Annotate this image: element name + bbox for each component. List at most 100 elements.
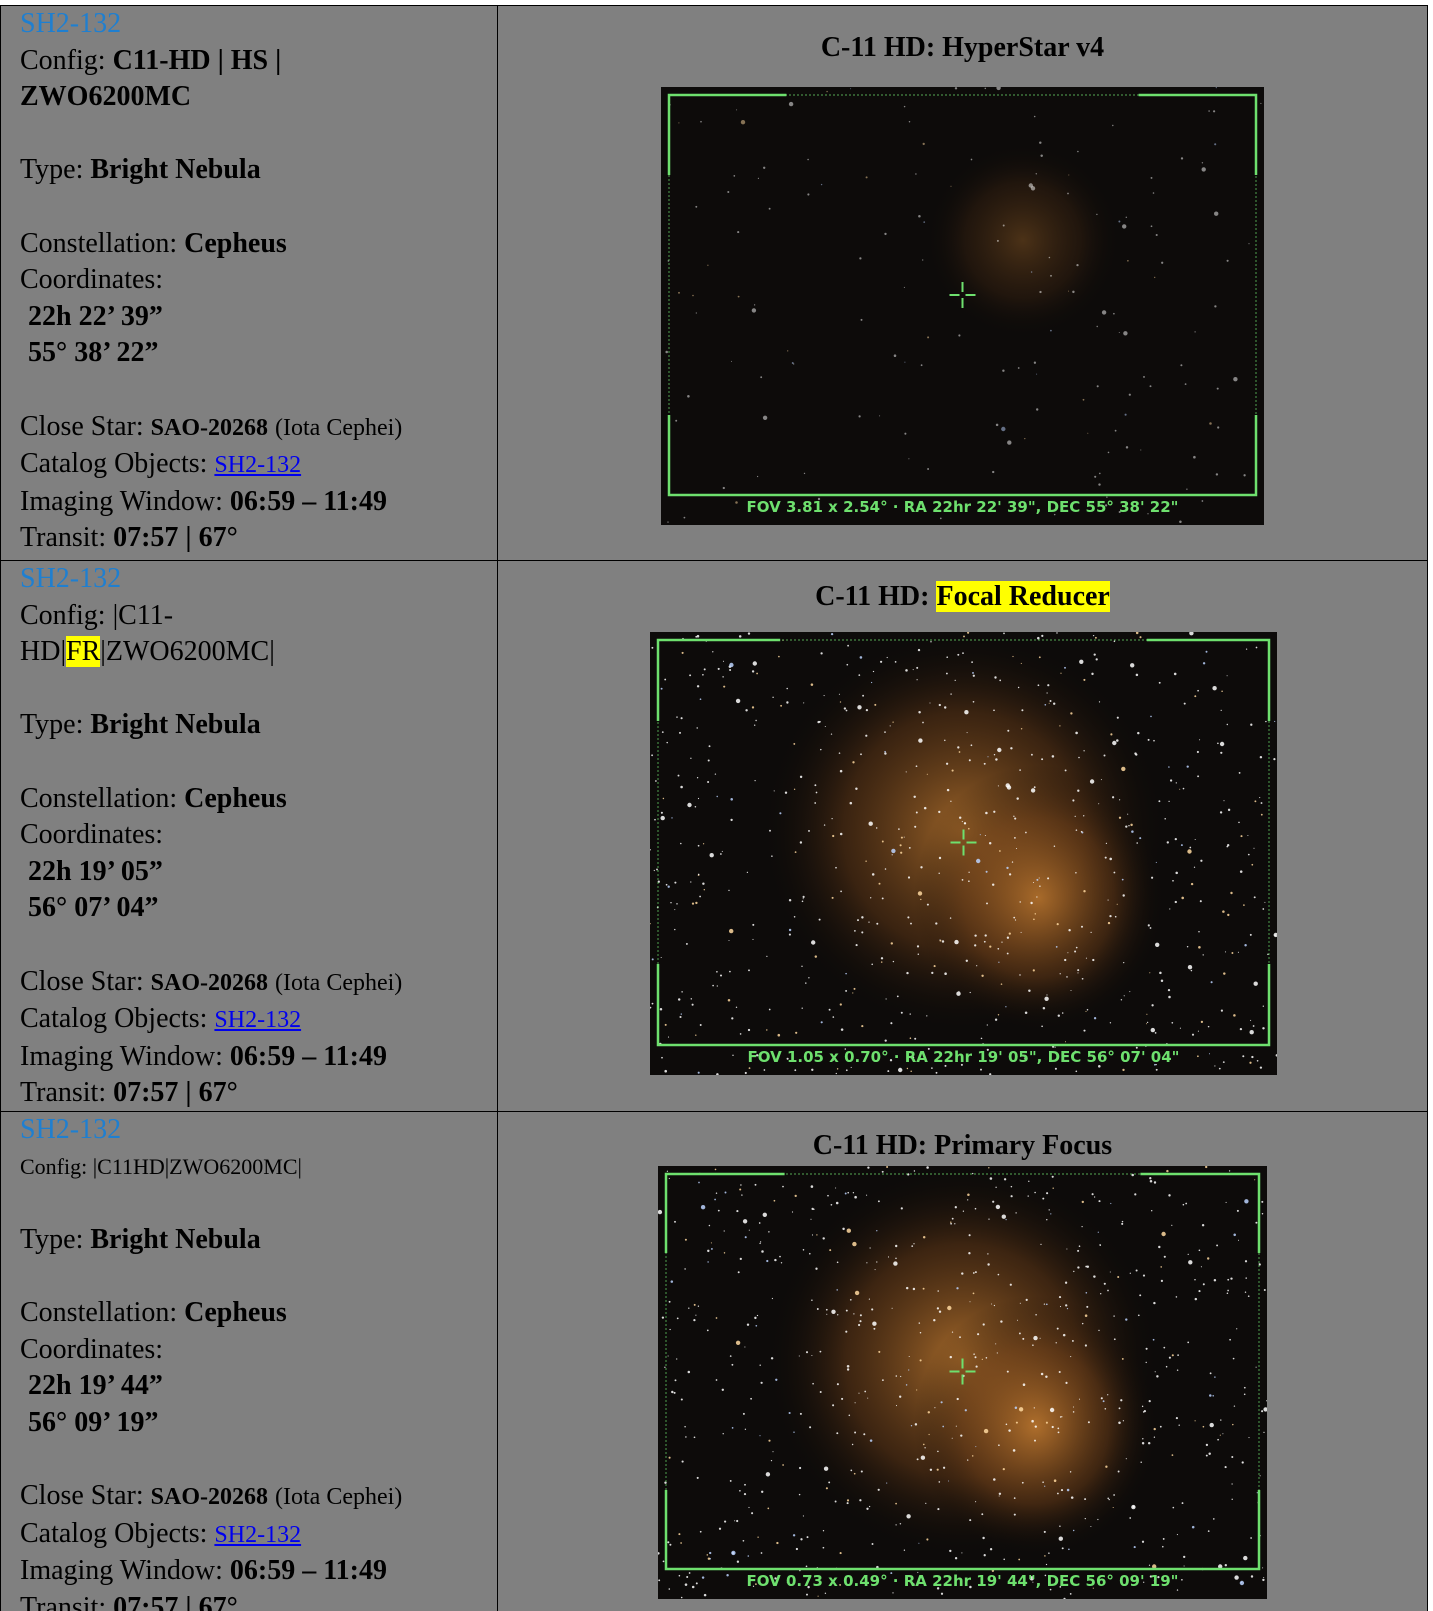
star — [1229, 1170, 1230, 1171]
star — [704, 889, 705, 890]
star — [1057, 1428, 1059, 1430]
star — [1174, 673, 1177, 676]
transit-line: Transit: 07:57 | 67° — [20, 1075, 497, 1112]
catalog-link[interactable]: SH2-132 — [214, 1522, 301, 1548]
star — [1044, 704, 1046, 706]
star — [1154, 1437, 1155, 1438]
star — [1209, 1394, 1212, 1397]
config-line: Config: |C11HD|ZWO6200MC| — [20, 1149, 497, 1186]
star — [1067, 952, 1068, 953]
star — [816, 1234, 817, 1235]
star — [866, 1508, 868, 1510]
star — [918, 738, 922, 742]
star — [660, 1008, 662, 1010]
star — [1077, 1250, 1079, 1252]
star — [749, 1067, 751, 1069]
star — [973, 1353, 975, 1355]
star — [1227, 724, 1228, 725]
star — [778, 656, 780, 658]
star — [895, 1245, 897, 1247]
star — [741, 120, 745, 124]
star — [1035, 1425, 1037, 1427]
star — [1227, 260, 1229, 262]
star — [1055, 1068, 1057, 1070]
star — [698, 1182, 700, 1184]
star — [1113, 1315, 1114, 1316]
star — [920, 899, 921, 900]
star — [1064, 959, 1066, 961]
star — [1203, 1426, 1205, 1428]
star — [689, 1572, 691, 1574]
star — [1148, 739, 1150, 741]
star — [1176, 1417, 1178, 1419]
star — [1104, 755, 1106, 757]
star — [1260, 1066, 1262, 1068]
star — [717, 985, 718, 986]
star — [1202, 162, 1203, 163]
catalog-link[interactable]: SH2-132 — [214, 1007, 301, 1033]
star — [974, 934, 976, 936]
star — [823, 1547, 825, 1549]
star — [1242, 1055, 1244, 1057]
star — [901, 837, 903, 839]
star — [1273, 758, 1275, 760]
star — [916, 667, 918, 669]
star — [686, 943, 688, 945]
config-value: |C11- — [113, 600, 174, 631]
star — [904, 433, 906, 435]
star — [992, 1201, 994, 1203]
star — [669, 1544, 671, 1546]
star — [917, 679, 918, 680]
star — [1006, 1424, 1008, 1426]
star — [1179, 789, 1180, 790]
star — [731, 361, 732, 362]
star — [964, 710, 968, 714]
star — [680, 786, 683, 789]
star — [844, 707, 846, 709]
star — [892, 721, 893, 722]
star — [900, 844, 902, 846]
star — [882, 897, 884, 899]
star — [1013, 917, 1015, 919]
star — [774, 1200, 776, 1202]
star — [1184, 703, 1186, 705]
star — [991, 1303, 992, 1304]
star — [1136, 842, 1138, 844]
star — [1253, 848, 1254, 849]
star — [1083, 679, 1085, 681]
catalog-link[interactable]: SH2-132 — [214, 452, 301, 478]
star — [674, 1221, 676, 1223]
star — [1262, 908, 1264, 910]
star — [723, 487, 725, 489]
star — [832, 897, 834, 899]
star — [1212, 1395, 1214, 1397]
star — [859, 1499, 861, 1501]
star — [1046, 1564, 1047, 1565]
star — [1156, 234, 1158, 236]
star — [1238, 822, 1240, 824]
star — [868, 921, 869, 922]
star — [1197, 1055, 1199, 1057]
star — [658, 1579, 660, 1581]
star — [1231, 1456, 1233, 1458]
star — [752, 939, 753, 940]
star — [1050, 1213, 1051, 1214]
star — [866, 1262, 867, 1263]
star — [1090, 779, 1094, 783]
star — [1077, 1266, 1079, 1268]
star — [1176, 782, 1177, 783]
star — [1151, 225, 1153, 227]
star — [981, 975, 983, 977]
star — [995, 1019, 997, 1021]
star — [661, 957, 662, 958]
star — [1245, 1291, 1246, 1292]
window-label: Imaging Window: — [20, 1555, 223, 1586]
star — [1115, 916, 1117, 918]
constellation-value: Cepheus — [184, 1297, 287, 1328]
star — [998, 1014, 999, 1015]
star — [1075, 872, 1077, 874]
star — [1210, 1372, 1212, 1374]
star — [1147, 1022, 1148, 1023]
star — [1059, 1296, 1061, 1298]
star — [757, 1537, 758, 1538]
